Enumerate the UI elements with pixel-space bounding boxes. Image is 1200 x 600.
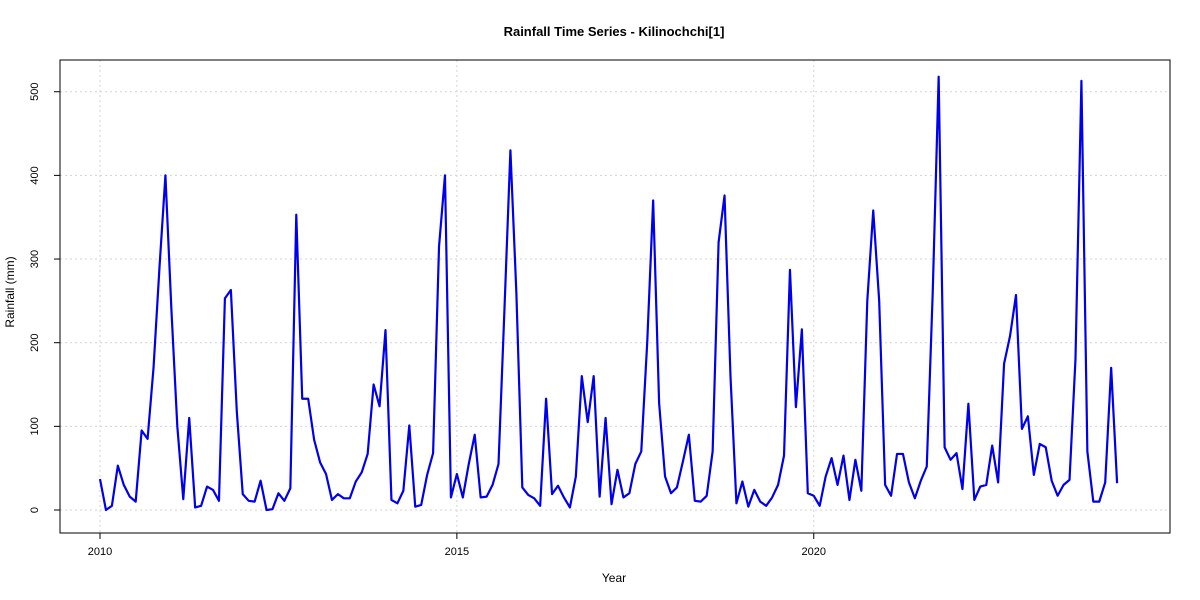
series-line-rainfall xyxy=(98,75,1119,512)
y-tick-label: 100 xyxy=(29,417,41,435)
y-axis: 0 100 200 300 400 500 xyxy=(29,83,60,513)
x-axis-label: Year xyxy=(602,571,626,585)
series-layer xyxy=(98,75,1119,512)
y-tick-label: 500 xyxy=(29,83,41,101)
y-axis-label: Rainfall (mm) xyxy=(3,256,17,327)
chart-title: Rainfall Time Series - Kilinochchi[1] xyxy=(504,24,725,39)
y-tick-label: 0 xyxy=(29,507,41,513)
y-tick-label: 300 xyxy=(29,250,41,268)
grid-layer xyxy=(60,60,1170,533)
y-tick-label: 200 xyxy=(29,334,41,352)
x-axis: 2010 2015 2020 xyxy=(88,533,826,558)
y-tick-label: 400 xyxy=(29,166,41,184)
plot-frame xyxy=(59,59,1171,534)
x-tick-label: 2010 xyxy=(88,546,112,558)
x-tick-label: 2020 xyxy=(802,546,826,558)
x-tick-label: 2015 xyxy=(445,546,469,558)
